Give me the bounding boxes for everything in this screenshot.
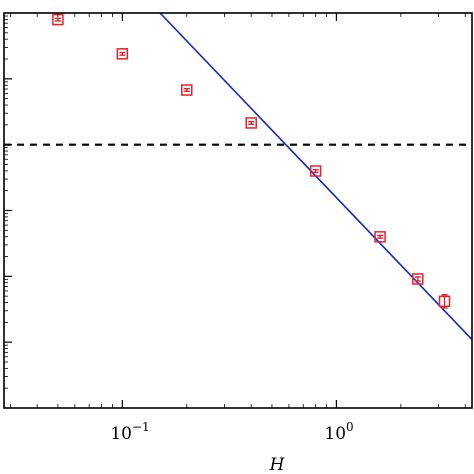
data-point bbox=[181, 84, 193, 96]
square-marker bbox=[374, 231, 386, 243]
square-marker bbox=[412, 273, 424, 285]
x-tick-label: 10−1 bbox=[110, 420, 149, 444]
square-marker bbox=[438, 295, 451, 308]
tick-base: 10 bbox=[110, 424, 132, 444]
data-point bbox=[116, 48, 129, 60]
tick-base: 10 bbox=[324, 424, 346, 444]
data-point bbox=[374, 231, 386, 243]
plot-border bbox=[3, 12, 473, 409]
data-point bbox=[309, 165, 322, 177]
data-point bbox=[412, 273, 424, 285]
square-marker bbox=[181, 84, 193, 96]
data-point bbox=[245, 117, 257, 129]
data-point bbox=[438, 294, 451, 309]
tick-exponent: 0 bbox=[346, 420, 354, 434]
x-tick-label: 100 bbox=[324, 420, 353, 444]
axes-frame bbox=[3, 12, 473, 409]
square-marker bbox=[309, 165, 322, 177]
tick-exponent: −1 bbox=[132, 420, 150, 434]
square-marker bbox=[245, 117, 257, 129]
data-layer bbox=[4, 13, 472, 341]
x-axis-label: H bbox=[269, 455, 286, 474]
ticks bbox=[4, 13, 466, 408]
square-marker bbox=[116, 48, 129, 60]
